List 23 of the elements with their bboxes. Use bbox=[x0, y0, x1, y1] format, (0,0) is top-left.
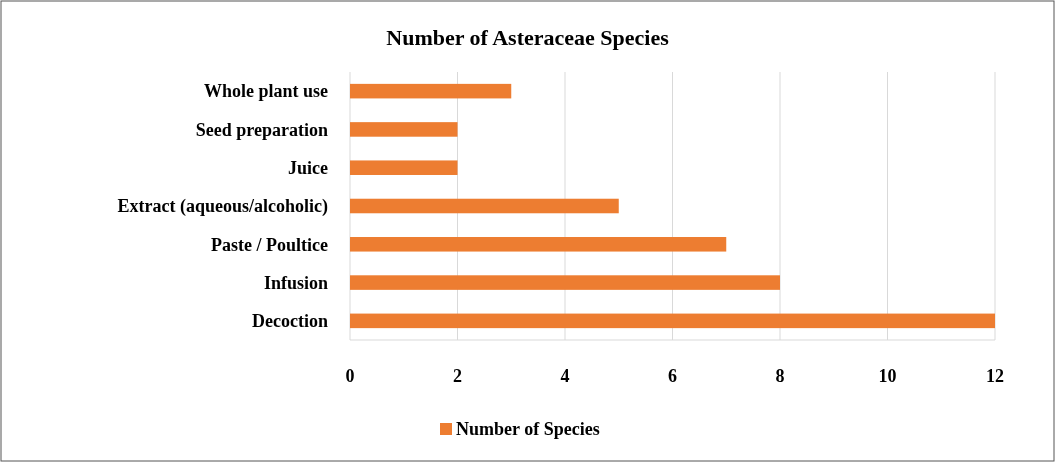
x-tick-label: 12 bbox=[986, 366, 1004, 386]
bar bbox=[350, 313, 995, 329]
chart-title: Number of Asteraceae Species bbox=[386, 25, 670, 50]
y-tick-label: Seed preparation bbox=[195, 119, 328, 140]
x-tick-label: 2 bbox=[453, 366, 462, 386]
x-tick-label: 8 bbox=[775, 366, 785, 386]
bar bbox=[350, 160, 458, 175]
y-tick-label: Infusion bbox=[263, 272, 328, 293]
bar bbox=[350, 83, 512, 99]
y-tick-label: Whole plant use bbox=[203, 81, 328, 102]
legend-label: Number of Species bbox=[456, 419, 600, 439]
x-tick-label: 10 bbox=[878, 366, 897, 386]
bar bbox=[350, 275, 780, 290]
bar bbox=[350, 122, 458, 137]
y-tick-label: Paste / Poultice bbox=[211, 234, 329, 255]
x-tick-label: 4 bbox=[560, 366, 570, 386]
y-tick-label: Extract (aqueous/alcoholic) bbox=[117, 196, 328, 218]
y-tick-label: Juice bbox=[288, 158, 328, 179]
x-tick-label: 0 bbox=[345, 366, 355, 386]
bar bbox=[350, 198, 619, 214]
bar bbox=[350, 237, 727, 252]
y-tick-label: Decoction bbox=[252, 311, 328, 332]
x-tick-label: 6 bbox=[668, 366, 677, 386]
